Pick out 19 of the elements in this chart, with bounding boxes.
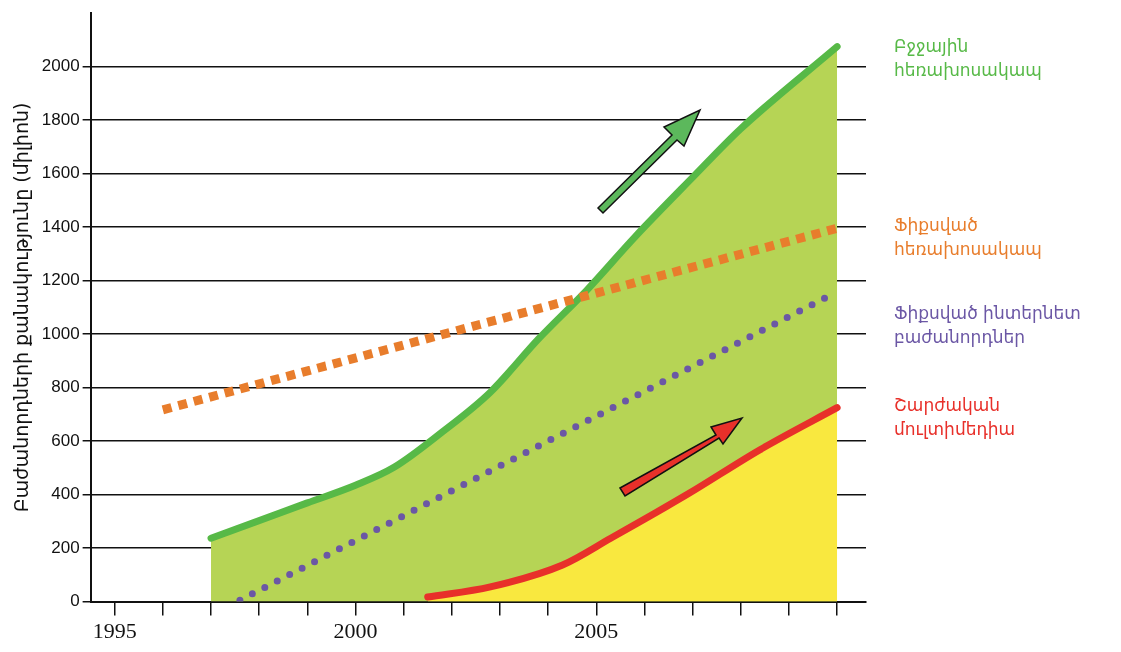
y-tick-label: 2000	[41, 56, 80, 76]
y-tick-label: 1600	[41, 163, 80, 183]
y-tick-label: 200	[51, 537, 80, 557]
y-tick-label: 1000	[41, 323, 80, 343]
y-tick-label: 400	[51, 484, 80, 504]
y-tick-label: 1400	[41, 216, 80, 236]
y-tick-label: 1800	[41, 109, 80, 129]
y-tick-label: 800	[51, 377, 80, 397]
text: Ֆիքսված հեռախոսակապ	[894, 215, 1042, 260]
x-tick-label: 1995	[92, 617, 137, 643]
y-tick-label: 600	[51, 430, 80, 450]
text: Ֆիքսված ինտերնետ բաժանորդներ	[894, 303, 1081, 348]
x-tick-label: 2005	[574, 617, 619, 643]
x-tick-label: 2000	[333, 617, 378, 643]
y-axis-title: Բաժանորդների քանակությունը (միլիոն)	[10, 102, 33, 513]
text: Բջջային հեռախոսակապ	[894, 35, 1042, 80]
y-tick-label: 0	[70, 591, 80, 611]
text: Շարժական մուլտիմեդիա	[894, 394, 1016, 439]
y-tick-label: 1200	[41, 270, 80, 290]
